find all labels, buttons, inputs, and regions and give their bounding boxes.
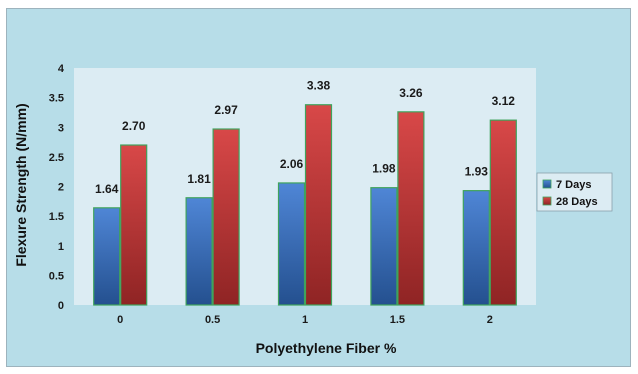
bar-28-days [489, 119, 517, 306]
bar-7-days [93, 207, 121, 306]
data-labels-group: 1.64 2.70 1.81 2.97 2.06 3.38 1.98 3.26 1.93 3.12 [95, 79, 515, 196]
bar-7-days [462, 190, 490, 306]
data-label-28-days: 3.12 [492, 94, 516, 108]
bar-28-days [304, 104, 333, 306]
data-label-28-days: 2.97 [214, 103, 238, 117]
bar-28-days [120, 144, 148, 306]
bar-7-days [277, 182, 306, 306]
y-tick-label: 4 [58, 63, 65, 75]
bar-7-days [370, 187, 398, 306]
x-tick-label: 1.5 [390, 314, 405, 326]
legend-swatch-28-days [542, 196, 552, 206]
bar-28-days [397, 111, 425, 306]
legend: 7 Days 28 Days [536, 172, 613, 212]
data-label-7-days: 1.64 [95, 182, 119, 196]
x-tick-label: 1 [302, 314, 308, 326]
bar-28-days [212, 128, 240, 306]
x-axis-title: Polyethylene Fiber % [256, 340, 397, 356]
y-tick-label: 3 [58, 122, 64, 134]
legend-swatch-7-days [542, 179, 552, 189]
x-tick-label: 0 [117, 314, 123, 326]
y-tick-label: 2.5 [49, 152, 64, 164]
data-label-28-days: 3.38 [307, 79, 331, 93]
data-label-28-days: 3.26 [399, 86, 423, 100]
y-tick-label: 1.5 [49, 211, 64, 223]
ticks-group: 0 0.5 1 1.5 2 2.5 3 3.5 4 0 0.5 1 1.5 2 [49, 63, 493, 326]
y-tick-label: 2 [58, 182, 64, 194]
data-label-7-days: 1.98 [372, 162, 396, 176]
legend-label-28-days: 28 Days [556, 196, 598, 208]
x-tick-label: 0.5 [205, 314, 220, 326]
bar-7-days [185, 197, 213, 306]
y-tick-label: 0 [58, 300, 64, 312]
bars-group [93, 104, 517, 306]
data-label-7-days: 1.81 [187, 172, 211, 186]
y-axis-title: Flexure Strength (N/mm) [13, 103, 29, 266]
data-label-7-days: 2.06 [280, 157, 304, 171]
y-tick-label: 1 [58, 241, 64, 253]
data-label-7-days: 1.93 [465, 165, 489, 179]
data-label-28-days: 2.70 [122, 119, 146, 133]
legend-label-7-days: 7 Days [556, 179, 591, 191]
x-tick-label: 2 [487, 314, 493, 326]
y-tick-label: 3.5 [49, 93, 64, 105]
y-tick-label: 0.5 [49, 270, 64, 282]
